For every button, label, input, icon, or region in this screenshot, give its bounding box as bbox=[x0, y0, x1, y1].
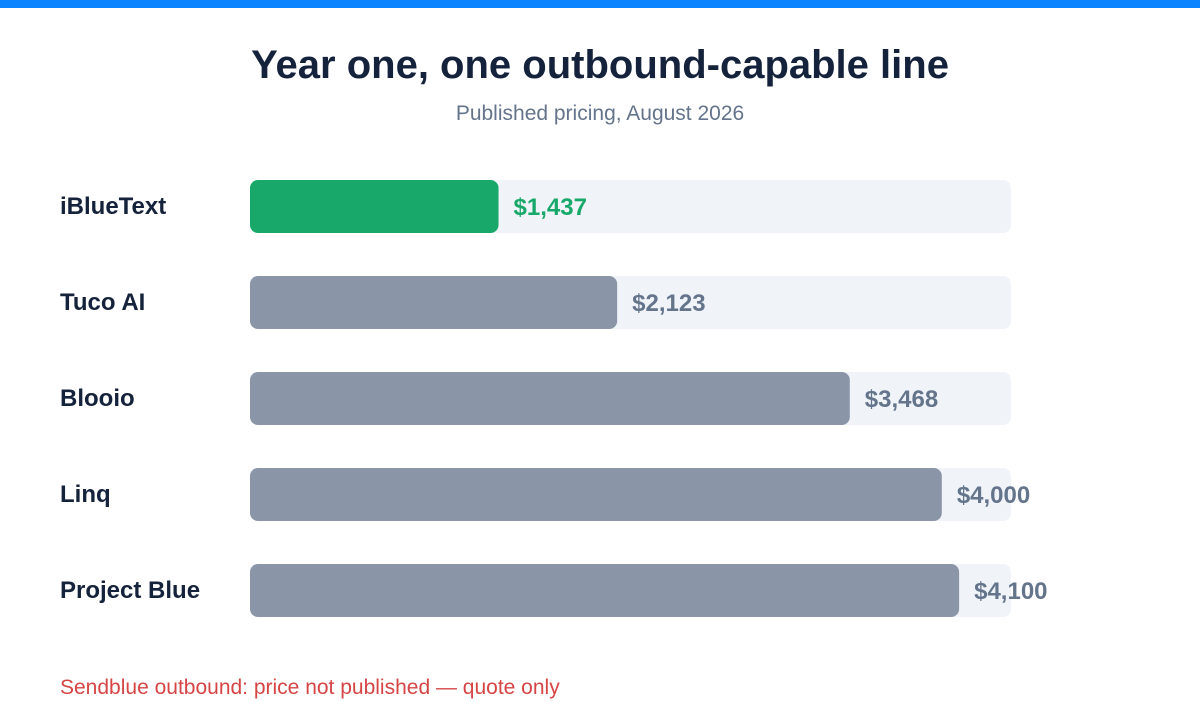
bar bbox=[250, 564, 960, 617]
top-accent-bar bbox=[0, 0, 1200, 8]
bar bbox=[250, 372, 850, 425]
chart-title: Year one, one outbound-capable line bbox=[251, 43, 949, 87]
category-label: iBlueText bbox=[60, 193, 166, 220]
data-label: $4,100 bbox=[974, 578, 1047, 605]
data-label: $4,000 bbox=[957, 482, 1030, 509]
bar bbox=[250, 180, 499, 233]
data-label: $3,468 bbox=[865, 386, 938, 413]
bar bbox=[250, 276, 618, 329]
category-label: Tuco AI bbox=[60, 289, 145, 316]
data-label: $1,437 bbox=[514, 194, 587, 221]
bar bbox=[250, 468, 942, 521]
data-label: $2,123 bbox=[632, 290, 705, 317]
chart-subtitle: Published pricing, August 2026 bbox=[455, 102, 745, 125]
category-label: Linq bbox=[60, 481, 111, 508]
category-label: Blooio bbox=[60, 385, 135, 412]
category-label: Project Blue bbox=[60, 577, 200, 604]
footnote: Sendblue outbound: price not published —… bbox=[60, 676, 560, 699]
